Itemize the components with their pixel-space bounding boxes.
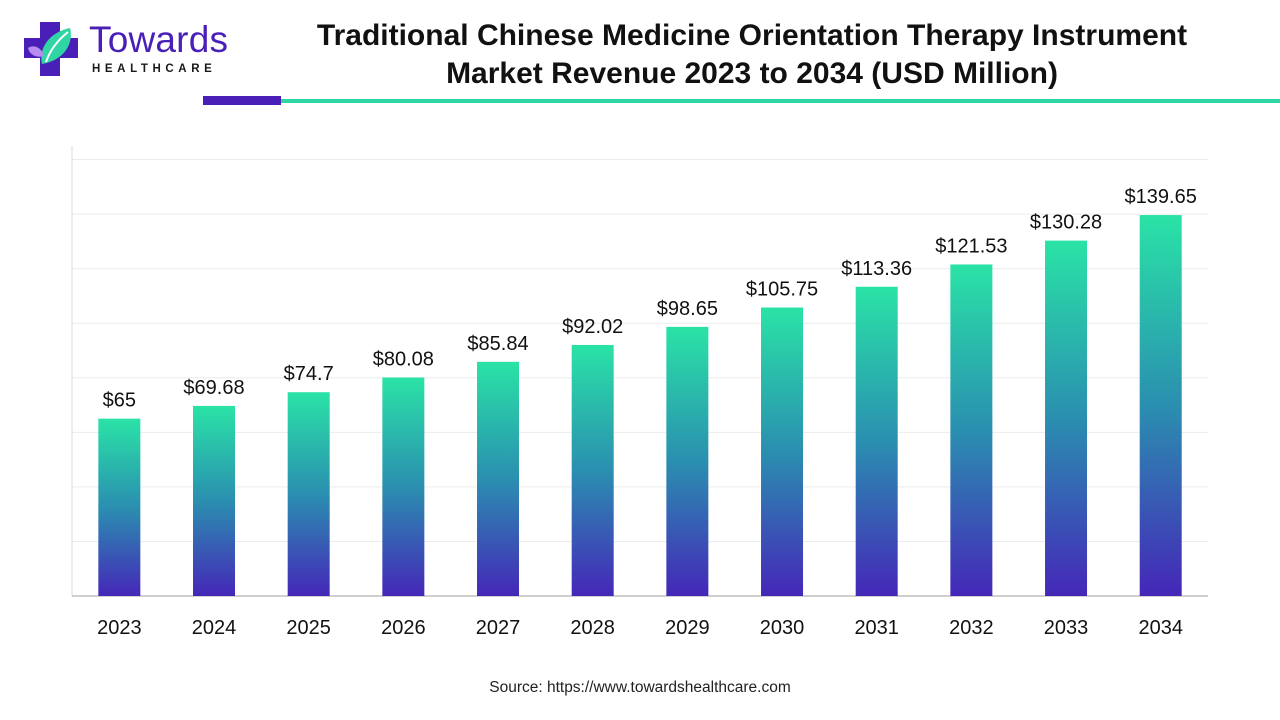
axes [71,146,1208,597]
data-label-2031: $113.36 [841,258,912,280]
x-tick-2028: 2028 [570,617,615,639]
brand-tagline: HEALTHCARE [92,63,217,75]
data-label-2024: $69.68 [183,377,244,399]
x-tick-2033: 2033 [1044,617,1089,639]
bar-2034 [1139,215,1182,597]
x-tick-2029: 2029 [665,617,710,639]
bar-2027 [477,361,520,596]
bar-2023 [98,418,141,596]
x-tick-2023: 2023 [97,617,142,639]
header-rule-accent [203,96,281,105]
bars [98,215,1182,597]
healthcare-cross-icon [24,22,78,76]
x-tick-2027: 2027 [476,617,521,639]
header-rule [281,99,1280,103]
bar-2026 [382,377,425,596]
data-label-2029: $98.65 [657,298,718,320]
data-labels: $65 $69.68 $74.7 $80.08 $85.84 $92.02 $98.65 $1… [103,186,1197,412]
bar-2024 [193,405,236,596]
gridlines [72,159,1208,542]
bar-2032 [950,264,993,596]
data-label-2033: $130.28 [1030,212,1102,234]
source-note: Source: https://www.towardshealthcare.co… [489,679,791,696]
data-label-2032: $121.53 [935,235,1007,257]
data-label-2026: $80.08 [373,349,434,371]
chart-title-line-2: Market Revenue 2023 to 2034 (USD Million… [446,57,1058,90]
bar-2030 [761,307,804,596]
bar-2029 [666,326,709,596]
x-tick-2031: 2031 [854,617,899,639]
x-tick-2034: 2034 [1138,617,1183,639]
x-tick-2025: 2025 [286,617,331,639]
x-tick-2032: 2032 [949,617,994,639]
data-label-2027: $85.84 [467,333,528,355]
data-label-2030: $105.75 [746,279,818,301]
chart-title-line-1: Traditional Chinese Medicine Orientation… [316,19,1188,52]
chart-title: Traditional Chinese Medicine Orientation… [262,17,1242,93]
x-tick-labels: 2023 2024 2025 2026 2027 2028 2029 2030 2031 2032… [97,617,1183,639]
x-tick-2026: 2026 [381,617,426,639]
bar-2033 [1045,240,1088,596]
bar-2031 [855,286,898,596]
data-label-2034: $139.65 [1125,186,1197,208]
data-label-2028: $92.02 [562,316,623,338]
brand-logo: Towards HEALTHCARE [20,18,235,80]
bar-2028 [571,344,614,596]
x-tick-2030: 2030 [760,617,805,639]
data-label-2023: $65 [103,390,136,412]
bar-2025 [287,392,330,596]
brand-name: Towards [89,19,229,60]
data-label-2025: $74.7 [284,363,334,385]
x-tick-2024: 2024 [192,617,237,639]
